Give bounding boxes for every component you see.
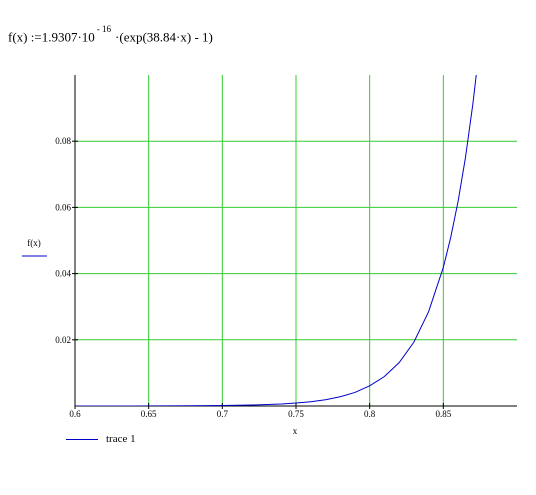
series-line-trace-1 xyxy=(75,75,477,406)
formula-rhs: ·(exp(38.84·x) - 1) xyxy=(115,29,213,45)
x-tick-label: 0.85 xyxy=(435,409,451,419)
y-tick-label: 0.04 xyxy=(55,269,71,279)
y-tick-label: 0.02 xyxy=(55,335,71,345)
x-tick-label: 0.65 xyxy=(141,409,157,419)
formula-coefficient: 1.9307·10 xyxy=(41,29,95,45)
y-tick-label: 0.08 xyxy=(55,136,71,146)
function-definition: f(x) :=1.9307·10- 16·(exp(38.84·x) - 1) xyxy=(8,24,213,45)
formula-lhs: f(x) := xyxy=(8,29,42,45)
legend: trace 1 xyxy=(66,433,136,445)
x-tick-label: 0.7 xyxy=(217,409,229,419)
legend-label: trace 1 xyxy=(106,433,136,445)
y-tick-label: 0.06 xyxy=(55,202,71,212)
formula-exponent: - 16 xyxy=(96,24,112,34)
x-tick-label: 0.75 xyxy=(288,409,304,419)
x-axis-label: x xyxy=(293,426,298,436)
x-tick-label: 0.8 xyxy=(364,409,376,419)
x-tick-label: 0.6 xyxy=(69,409,81,419)
y-axis-label: f(x) xyxy=(27,238,41,248)
legend-line-swatch xyxy=(66,438,98,440)
